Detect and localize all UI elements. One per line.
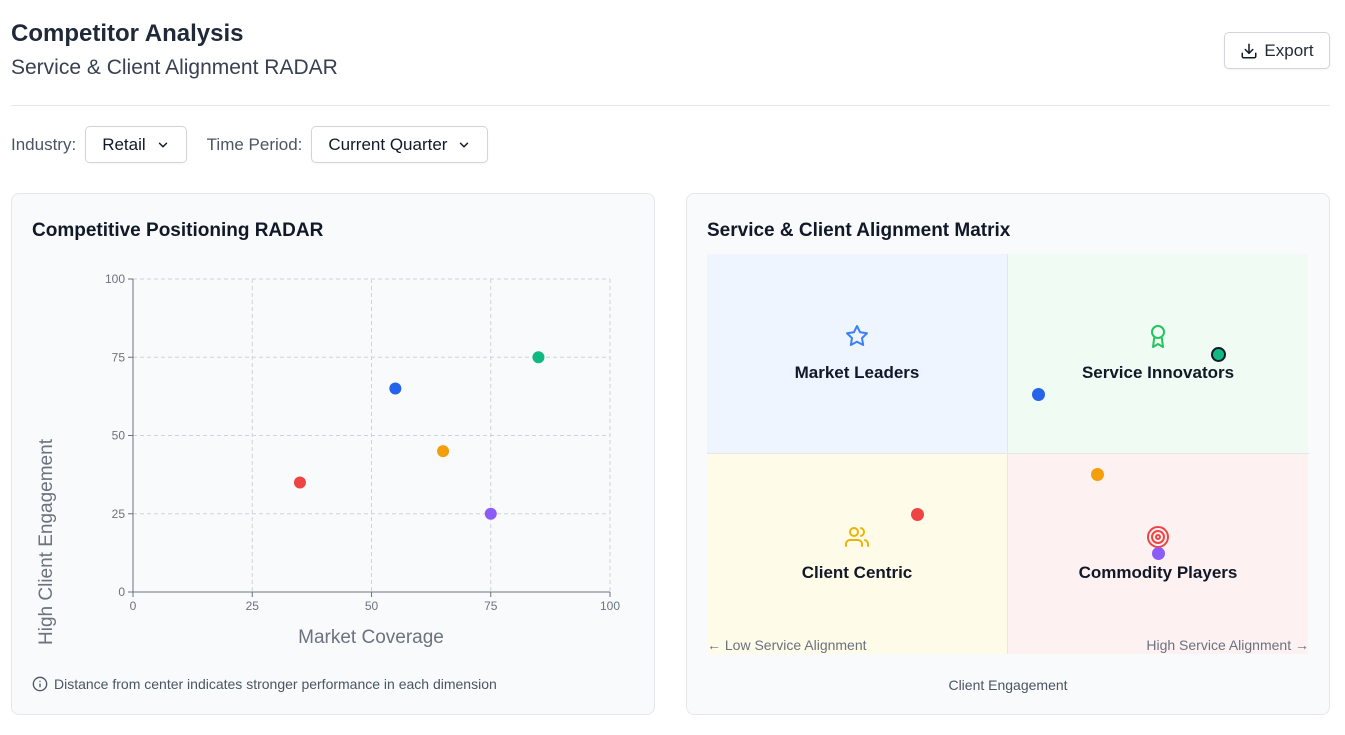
page-title: Competitor Analysis [11, 20, 244, 47]
matrix-panel-title: Service & Client Alignment Matrix [707, 220, 1011, 241]
x-tick-label: 50 [365, 599, 379, 613]
chart-note: Distance from center indicates stronger … [32, 676, 497, 692]
filter-bar: Industry: Retail Time Period: Current Qu… [11, 126, 489, 163]
matrix-point-green[interactable] [1211, 347, 1226, 362]
quadrant-client-centric [707, 454, 1007, 654]
axis-label-client-engagement: Client Engagement [948, 677, 1068, 693]
axis-label-high-service: High Service Alignment → [1146, 637, 1309, 653]
y-axis-label: High Client Engagement [36, 438, 57, 645]
users-icon [845, 527, 869, 547]
chevron-down-icon [158, 142, 167, 147]
period-label: Time Period: [206, 134, 303, 154]
quadrant-label-service-innovators: Service Innovators [1081, 363, 1235, 382]
export-label: Export [1264, 40, 1314, 60]
industry-label: Industry: [11, 134, 77, 154]
x-axis-label: Market Coverage [298, 627, 444, 648]
axis-label-low-service: ← Low Service Alignment [707, 637, 867, 653]
x-tick-label: 25 [246, 599, 260, 613]
matrix-point-red[interactable] [911, 508, 924, 521]
data-point[interactable] [389, 382, 402, 395]
y-tick-label: 0 [118, 585, 125, 599]
radar-panel: Competitive Positioning RADAR 0 25 50 75 100… [11, 193, 655, 715]
chevron-down-icon [460, 142, 469, 147]
x-tick-label: 75 [484, 599, 498, 613]
matrix-point-purple[interactable] [1152, 547, 1165, 560]
target-icon [1147, 526, 1169, 548]
y-tick-label: 100 [105, 272, 125, 286]
data-point[interactable] [532, 351, 545, 364]
star-icon [846, 325, 868, 347]
y-tick-label: 75 [112, 350, 126, 364]
period-select[interactable]: Current Quarter [311, 126, 489, 163]
radar-scatter-chart: 0 25 50 75 100 0 25 50 75 100 Market Coverage High… [36, 272, 620, 648]
matrix-point-blue[interactable] [1032, 388, 1045, 401]
export-button[interactable]: Export [1224, 32, 1330, 69]
quadrant-divider-vertical [1007, 254, 1008, 654]
quadrant-divider-horizontal [707, 453, 1309, 454]
industry-value: Retail [102, 134, 146, 154]
radar-panel-title: Competitive Positioning RADAR [32, 220, 324, 241]
matrix-point-orange[interactable] [1091, 468, 1104, 481]
chart-note-text: Distance from center indicates stronger … [54, 676, 497, 692]
quadrant-label-client-centric: Client Centric [801, 563, 913, 582]
period-value: Current Quarter [328, 134, 448, 154]
download-icon [1241, 43, 1257, 58]
data-point[interactable] [437, 445, 450, 458]
info-icon [32, 676, 48, 692]
y-tick-label: 50 [112, 429, 126, 443]
industry-select[interactable]: Retail [85, 126, 187, 163]
award-icon [1151, 325, 1165, 348]
quadrant-service-innovators [1008, 254, 1308, 454]
data-point[interactable] [293, 476, 306, 489]
data-point[interactable] [484, 507, 497, 520]
y-tick-label: 25 [112, 507, 126, 521]
page-subtitle: Service & Client Alignment RADAR [11, 56, 338, 79]
quadrant-label-commodity-players: Commodity Players [1078, 563, 1238, 582]
x-tick-label: 100 [600, 599, 620, 613]
x-tick-label: 0 [130, 599, 137, 613]
quadrant-label-market-leaders: Market Leaders [794, 363, 920, 382]
matrix-panel: Service & Client Alignment Matrix Market… [686, 193, 1330, 715]
page-header: Competitor Analysis Service & Client Ali… [11, 20, 1330, 106]
quadrant-market-leaders [707, 254, 1007, 454]
